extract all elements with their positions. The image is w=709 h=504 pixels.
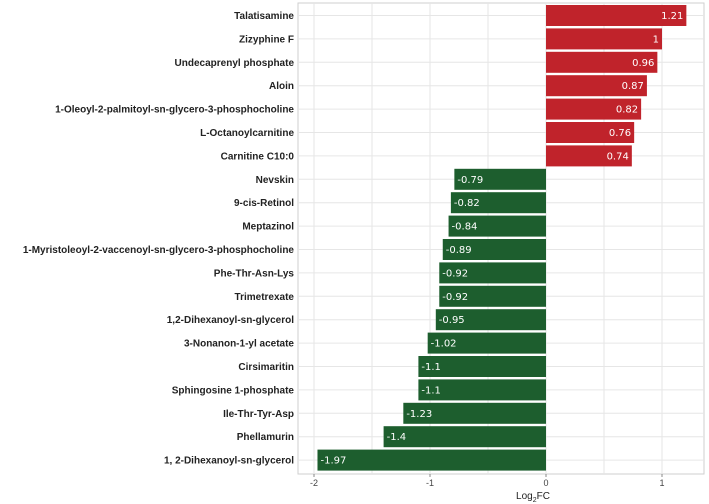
bar — [439, 285, 546, 307]
value-label: -1.23 — [406, 409, 432, 420]
bar — [442, 239, 546, 260]
bar — [546, 122, 635, 143]
x-axis-ticks: -2 -1 0 1 — [310, 474, 665, 488]
value-label: 0.74 — [607, 151, 629, 162]
category-label: 9-cis-Retinol — [234, 198, 294, 209]
category-label: 1-Myristoleoyl-2-vaccenoyl-sn-glycero-3-… — [23, 245, 295, 256]
category-label: Nevskin — [256, 175, 294, 186]
value-label: -0.89 — [446, 245, 472, 256]
category-label: 1-Oleoyl-2-palmitoyl-sn-glycero-3-phosph… — [55, 105, 294, 116]
bar — [454, 168, 546, 190]
value-label: -1.4 — [387, 432, 407, 443]
category-label: Talatisamine — [234, 11, 294, 22]
bar — [546, 145, 632, 167]
value-label: 0.82 — [616, 105, 638, 116]
category-label: L-Octanoylcarnitine — [200, 128, 294, 139]
bar — [435, 309, 546, 331]
bars-layer — [317, 5, 687, 471]
category-labels: Talatisamine Zizyphine F Undecaprenyl phos… — [23, 11, 295, 467]
category-label: Aloin — [269, 81, 294, 92]
bar — [439, 262, 546, 284]
x-axis-title: Log2FC — [516, 491, 550, 504]
category-label: 1,2-Dihexanoyl-sn-glycerol — [167, 315, 294, 326]
value-label: 0.76 — [609, 128, 631, 139]
value-label: -1.97 — [320, 456, 346, 467]
category-label: Phe-Thr-Asn-Lys — [214, 268, 295, 279]
bar — [546, 5, 687, 26]
category-label: Cirsimaritin — [238, 362, 294, 373]
value-label: -0.95 — [439, 315, 465, 326]
bar — [403, 402, 546, 424]
value-label: -0.82 — [454, 198, 480, 209]
value-label: 0.87 — [622, 81, 644, 92]
value-label: 0.96 — [632, 58, 654, 69]
category-label: Phellamurin — [237, 432, 294, 443]
value-label: -1.1 — [421, 362, 441, 373]
category-label: Meptazinol — [242, 222, 294, 233]
bar — [418, 379, 546, 401]
value-label: -1.1 — [421, 385, 441, 396]
x-tick-label: -1 — [426, 478, 434, 488]
category-label: Undecaprenyl phosphate — [175, 58, 295, 69]
value-labels: 1.21 1 0.96 0.87 0.82 0.76 0.74 -0.79 -0.82 -0.84… — [320, 11, 683, 467]
x-tick-label: -2 — [310, 478, 318, 488]
category-label: Carnitine C10:0 — [221, 151, 295, 162]
category-label: Sphingosine 1-phosphate — [172, 385, 295, 396]
bar — [317, 449, 546, 471]
category-label: 1, 2-Dihexanoyl-sn-glycerol — [164, 456, 294, 467]
x-tick-label: 0 — [543, 478, 548, 488]
category-label: Zizyphine F — [239, 34, 294, 45]
bar — [418, 356, 546, 377]
value-label: -0.79 — [457, 175, 483, 186]
value-label: -1.02 — [431, 339, 457, 350]
bar — [383, 426, 546, 448]
value-label: -0.92 — [442, 268, 468, 279]
bar — [448, 215, 546, 237]
value-label: -0.92 — [442, 292, 468, 303]
bar — [450, 192, 546, 214]
category-label: Ile-Thr-Tyr-Asp — [223, 409, 294, 420]
value-label: -0.84 — [452, 222, 478, 233]
bar — [546, 75, 647, 97]
bar — [546, 98, 642, 120]
value-label: 1.21 — [661, 11, 683, 22]
category-label: Trimetrexate — [235, 292, 295, 303]
value-label: 1 — [653, 34, 659, 45]
bar — [546, 28, 662, 50]
bar — [427, 332, 546, 354]
category-label: 3-Nonanon-1-yl acetate — [184, 339, 294, 350]
bar — [546, 51, 658, 73]
x-tick-label: 1 — [659, 478, 664, 488]
